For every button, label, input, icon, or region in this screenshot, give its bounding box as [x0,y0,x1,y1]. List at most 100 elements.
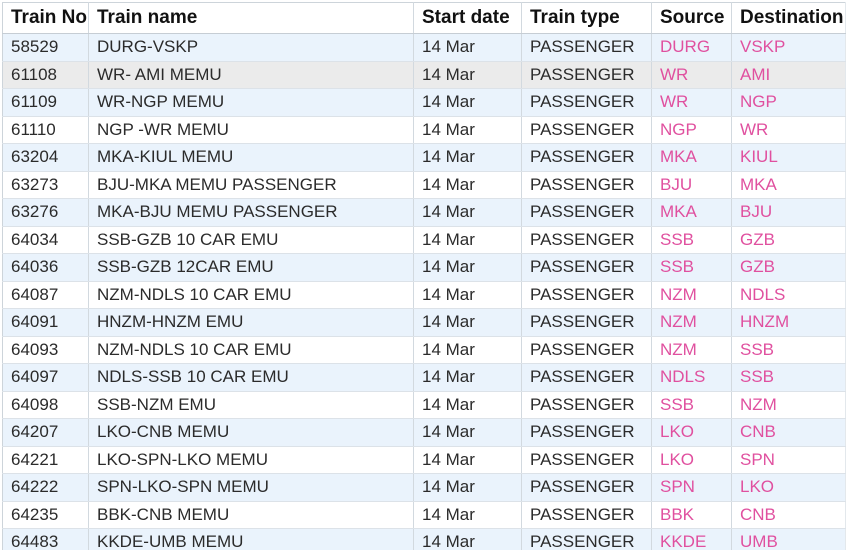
cell-start-date: 14 Mar [413,143,522,172]
cell-source-link[interactable]: BBK [651,501,732,529]
table-row[interactable]: 64087 NZM-NDLS 10 CAR EMU 14 Mar PASSENG… [2,281,846,309]
cell-destination-link[interactable]: CNB [731,418,846,447]
cell-train-name: HNZM-HNZM EMU [88,308,414,337]
cell-destination-link[interactable]: NZM [731,391,846,419]
cell-destination-link[interactable]: BJU [731,198,846,227]
cell-start-date: 14 Mar [413,473,522,502]
cell-train-name: MKA-BJU MEMU PASSENGER [88,198,414,227]
cell-source-link[interactable]: LKO [651,418,732,447]
cell-train-no: 63276 [2,198,89,227]
cell-train-name: SSB-NZM EMU [88,391,414,419]
table-row[interactable]: 64098 SSB-NZM EMU 14 Mar PASSENGER SSB N… [2,391,846,419]
cell-source-link[interactable]: NZM [651,281,732,309]
table-body: 58529 DURG-VSKP 14 Mar PASSENGER DURG VS… [2,33,846,550]
table-row[interactable]: 64091 HNZM-HNZM EMU 14 Mar PASSENGER NZM… [2,308,846,337]
table-row[interactable]: 58529 DURG-VSKP 14 Mar PASSENGER DURG VS… [2,33,846,62]
cell-destination-link[interactable]: SPN [731,446,846,474]
cell-source-link[interactable]: NGP [651,116,732,144]
table-row[interactable]: 64235 BBK-CNB MEMU 14 Mar PASSENGER BBK … [2,501,846,529]
cell-train-no: 64091 [2,308,89,337]
cell-train-type: PASSENGER [521,446,652,474]
table-row[interactable]: 63276 MKA-BJU MEMU PASSENGER 14 Mar PASS… [2,198,846,227]
cell-source-link[interactable]: DURG [651,33,732,62]
cell-train-type: PASSENGER [521,501,652,529]
cell-source-link[interactable]: BJU [651,171,732,199]
cell-destination-link[interactable]: KIUL [731,143,846,172]
cell-train-no: 64207 [2,418,89,447]
cell-start-date: 14 Mar [413,116,522,144]
cell-destination-link[interactable]: NGP [731,88,846,117]
cell-train-type: PASSENGER [521,473,652,502]
cell-source-link[interactable]: SPN [651,473,732,502]
table-row[interactable]: 64034 SSB-GZB 10 CAR EMU 14 Mar PASSENGE… [2,226,846,254]
cell-destination-link[interactable]: SSB [731,363,846,392]
cell-train-name: NDLS-SSB 10 CAR EMU [88,363,414,392]
cell-train-type: PASSENGER [521,61,652,89]
cell-source-link[interactable]: NDLS [651,363,732,392]
cell-destination-link[interactable]: NDLS [731,281,846,309]
table-row[interactable]: 64093 NZM-NDLS 10 CAR EMU 14 Mar PASSENG… [2,336,846,364]
cell-source-link[interactable]: NZM [651,336,732,364]
cell-source-link[interactable]: LKO [651,446,732,474]
cell-destination-link[interactable]: SSB [731,336,846,364]
table-row[interactable]: 61108 WR- AMI MEMU 14 Mar PASSENGER WR A… [2,61,846,89]
cell-train-type: PASSENGER [521,253,652,282]
cell-destination-link[interactable]: GZB [731,226,846,254]
cell-train-type: PASSENGER [521,281,652,309]
cell-train-no: 64093 [2,336,89,364]
cell-train-name: WR-NGP MEMU [88,88,414,117]
cell-destination-link[interactable]: WR [731,116,846,144]
cell-source-link[interactable]: MKA [651,143,732,172]
cell-train-type: PASSENGER [521,143,652,172]
cell-start-date: 14 Mar [413,226,522,254]
table-row[interactable]: 64207 LKO-CNB MEMU 14 Mar PASSENGER LKO … [2,418,846,447]
cell-source-link[interactable]: SSB [651,226,732,254]
cell-destination-link[interactable]: HNZM [731,308,846,337]
cell-source-link[interactable]: KKDE [651,528,732,550]
cell-start-date: 14 Mar [413,198,522,227]
table-row[interactable]: 64036 SSB-GZB 12CAR EMU 14 Mar PASSENGER… [2,253,846,282]
cell-train-name: KKDE-UMB MEMU [88,528,414,550]
cell-start-date: 14 Mar [413,418,522,447]
column-header-train-name: Train name [88,2,414,34]
cell-train-name: WR- AMI MEMU [88,61,414,89]
cell-destination-link[interactable]: VSKP [731,33,846,62]
cell-source-link[interactable]: MKA [651,198,732,227]
cell-source-link[interactable]: WR [651,61,732,89]
cell-destination-link[interactable]: AMI [731,61,846,89]
table-row[interactable]: 61110 NGP -WR MEMU 14 Mar PASSENGER NGP … [2,116,846,144]
cell-train-no: 58529 [2,33,89,62]
cell-source-link[interactable]: WR [651,88,732,117]
cell-train-type: PASSENGER [521,418,652,447]
column-header-destination: Destination [731,2,846,34]
cell-start-date: 14 Mar [413,281,522,309]
table-row[interactable]: 64483 KKDE-UMB MEMU 14 Mar PASSENGER KKD… [2,528,846,550]
cell-train-no: 64087 [2,281,89,309]
cell-train-no: 63273 [2,171,89,199]
cell-start-date: 14 Mar [413,88,522,117]
table-row[interactable]: 64097 NDLS-SSB 10 CAR EMU 14 Mar PASSENG… [2,363,846,392]
cell-source-link[interactable]: SSB [651,391,732,419]
cell-start-date: 14 Mar [413,61,522,89]
cell-destination-link[interactable]: UMB [731,528,846,550]
table-row[interactable]: 63273 BJU-MKA MEMU PASSENGER 14 Mar PASS… [2,171,846,199]
cell-train-no: 64222 [2,473,89,502]
cell-train-no: 64235 [2,501,89,529]
cell-source-link[interactable]: SSB [651,253,732,282]
table-row[interactable]: 64222 SPN-LKO-SPN MEMU 14 Mar PASSENGER … [2,473,846,502]
cell-train-type: PASSENGER [521,363,652,392]
table-row[interactable]: 64221 LKO-SPN-LKO MEMU 14 Mar PASSENGER … [2,446,846,474]
table-row[interactable]: 63204 MKA-KIUL MEMU 14 Mar PASSENGER MKA… [2,143,846,172]
cell-start-date: 14 Mar [413,528,522,550]
cell-destination-link[interactable]: MKA [731,171,846,199]
cell-train-type: PASSENGER [521,88,652,117]
cell-train-name: LKO-CNB MEMU [88,418,414,447]
cell-train-type: PASSENGER [521,528,652,550]
cell-start-date: 14 Mar [413,171,522,199]
cell-destination-link[interactable]: GZB [731,253,846,282]
cell-destination-link[interactable]: CNB [731,501,846,529]
cell-train-type: PASSENGER [521,391,652,419]
table-row[interactable]: 61109 WR-NGP MEMU 14 Mar PASSENGER WR NG… [2,88,846,117]
cell-source-link[interactable]: NZM [651,308,732,337]
cell-destination-link[interactable]: LKO [731,473,846,502]
